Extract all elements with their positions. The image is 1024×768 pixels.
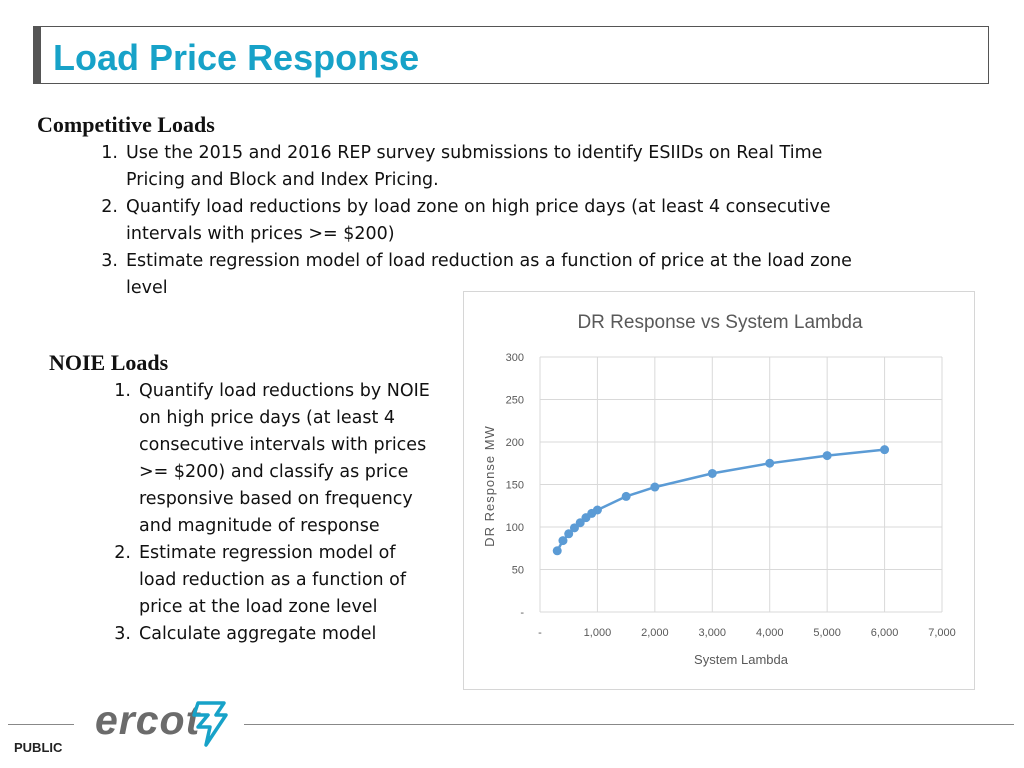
noie-loads-item: 1. Quantify load reductions by NOIE on hig…	[97, 378, 457, 540]
y-axis-ticks: - 50 100 150 200 250 300	[506, 352, 525, 619]
list-item-line: Quantify load reductions by NOIE	[139, 381, 430, 401]
list-item-line: Estimate regression model of	[139, 543, 396, 563]
data-point	[552, 546, 562, 556]
list-item-line: intervals with prices >= $200)	[126, 224, 395, 244]
list-item-line: responsive based on frequency	[139, 489, 413, 509]
data-point	[650, 482, 660, 492]
dr-response-chart: DR Response vs System Lambda - 50 100 150 20…	[482, 312, 956, 667]
footer-divider-right	[244, 724, 1014, 725]
list-item-line: >= $200) and classify as price	[139, 462, 409, 482]
list-item-line: and magnitude of response	[139, 516, 380, 536]
y-tick-label: 250	[506, 395, 524, 407]
x-tick-label: 6,000	[871, 627, 899, 639]
list-item-line: price at the load zone level	[139, 597, 378, 617]
list-item-line: Quantify load reductions by load zone on…	[126, 197, 831, 217]
y-tick-label: 300	[506, 352, 524, 364]
data-point	[575, 518, 585, 528]
list-item-line: level	[126, 278, 168, 298]
list-item-line: on high price days (at least 4	[139, 408, 396, 428]
series-line	[556, 448, 885, 552]
data-point	[880, 445, 890, 455]
chart-title: DR Response vs System Lambda	[577, 312, 863, 333]
list-item-line: Estimate regression model of load reduct…	[126, 251, 852, 271]
noie-loads-item: 3. Calculate aggregate model	[97, 621, 457, 648]
y-tick-label: 100	[506, 522, 524, 534]
list-number: 1.	[114, 381, 131, 401]
competitive-loads-list: 1. Use the 2015 and 2016 REP survey submi…	[84, 140, 904, 302]
competitive-loads-item: 3. Estimate regression model of load redu…	[84, 248, 904, 302]
x-tick-label: 1,000	[584, 627, 612, 639]
noie-loads-item: 2. Estimate regression model of load reduc…	[97, 540, 457, 621]
data-point	[569, 523, 579, 533]
list-item-line: Use the 2015 and 2016 REP survey submiss…	[126, 143, 823, 163]
list-item-line: Calculate aggregate model	[139, 624, 377, 644]
list-number: 2.	[114, 543, 131, 563]
data-point	[822, 451, 832, 461]
x-tick-label: -	[538, 627, 542, 639]
footer-divider-left	[8, 724, 74, 725]
x-tick-label: 7,000	[928, 627, 956, 639]
x-tick-label: 4,000	[756, 627, 784, 639]
page-title: Load Price Response	[53, 37, 420, 78]
x-tick-label: 2,000	[641, 627, 669, 639]
y-axis-label: DR Response MW	[482, 425, 497, 547]
x-tick-label: 3,000	[699, 627, 727, 639]
y-tick-label: 50	[512, 565, 524, 577]
list-number: 3.	[114, 624, 131, 644]
noie-loads-list: 1. Quantify load reductions by NOIE on hig…	[97, 378, 457, 648]
y-tick-label: 200	[506, 437, 524, 449]
competitive-loads-item: 1. Use the 2015 and 2016 REP survey submi…	[84, 140, 904, 194]
list-item-line: Pricing and Block and Index Pricing.	[126, 170, 439, 190]
data-point	[564, 529, 574, 539]
y-tick-label: 150	[506, 480, 524, 492]
list-item-line: load reduction as a function of	[139, 570, 407, 590]
chart-grid	[539, 356, 943, 613]
competitive-loads-item: 2. Quantify load reductions by load zone …	[84, 194, 904, 248]
list-number: 1.	[101, 143, 118, 163]
data-point	[558, 536, 568, 546]
x-axis-ticks: - 1,000 2,000 3,000 4,000 5,000 6,000 7,000	[538, 627, 956, 639]
data-point	[592, 505, 602, 515]
list-number: 2.	[101, 197, 118, 217]
competitive-loads-heading: Competitive Loads	[37, 112, 215, 137]
data-point	[707, 468, 717, 478]
list-item-line: consecutive intervals with prices	[139, 435, 427, 455]
data-point	[621, 491, 631, 501]
y-tick-label: -	[520, 607, 524, 619]
data-point	[765, 458, 775, 468]
ercot-logo-text: ercot	[95, 697, 201, 743]
list-number: 3.	[101, 251, 118, 271]
chart-frame: DR Response vs System Lambda - 50 100 150 20…	[463, 291, 975, 690]
x-axis-label: System Lambda	[694, 652, 789, 667]
series-points	[552, 445, 890, 556]
title-box: Load Price Response	[33, 26, 989, 84]
noie-loads-heading: NOIE Loads	[49, 350, 169, 375]
public-label: PUBLIC	[14, 740, 63, 755]
ercot-bolt-icon	[192, 701, 228, 747]
x-tick-label: 5,000	[813, 627, 841, 639]
